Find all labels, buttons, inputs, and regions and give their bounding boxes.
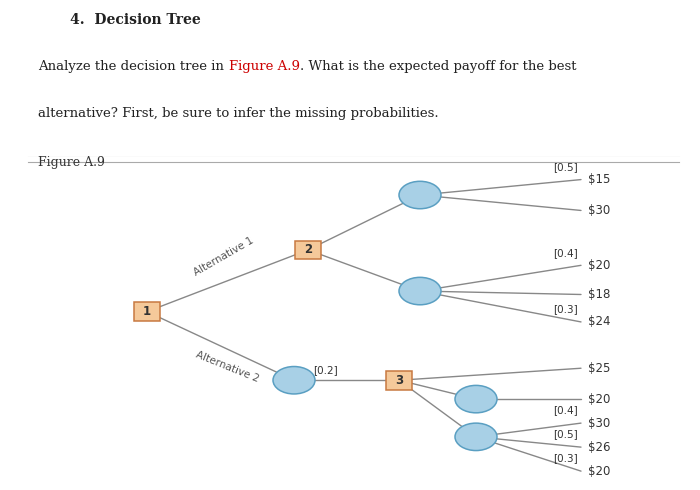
Text: [0.4]: [0.4] bbox=[553, 248, 578, 258]
Text: [0.3]: [0.3] bbox=[553, 304, 578, 315]
Text: $20: $20 bbox=[588, 465, 610, 478]
Text: $24: $24 bbox=[588, 316, 610, 328]
Ellipse shape bbox=[273, 367, 315, 394]
Text: Alternative 1: Alternative 1 bbox=[193, 235, 256, 277]
Text: Alternative 2: Alternative 2 bbox=[195, 349, 260, 384]
Text: $30: $30 bbox=[588, 416, 610, 430]
Text: 3: 3 bbox=[395, 374, 403, 387]
Text: 2: 2 bbox=[304, 244, 312, 256]
Text: . What is the expected payoff for the best: . What is the expected payoff for the be… bbox=[300, 60, 576, 73]
FancyBboxPatch shape bbox=[386, 371, 412, 390]
Text: 1: 1 bbox=[143, 305, 151, 318]
Text: $25: $25 bbox=[588, 362, 610, 375]
Text: [0.2]: [0.2] bbox=[313, 365, 338, 375]
Ellipse shape bbox=[455, 423, 497, 451]
FancyBboxPatch shape bbox=[134, 302, 160, 321]
Ellipse shape bbox=[399, 181, 441, 209]
FancyBboxPatch shape bbox=[295, 241, 321, 259]
Text: $18: $18 bbox=[588, 288, 610, 301]
Text: $15: $15 bbox=[588, 173, 610, 186]
Text: [0.3]: [0.3] bbox=[553, 454, 578, 464]
Text: $20: $20 bbox=[588, 259, 610, 272]
Text: $30: $30 bbox=[588, 204, 610, 217]
Text: alternative? First, be sure to infer the missing probabilities.: alternative? First, be sure to infer the… bbox=[38, 107, 439, 120]
Text: $26: $26 bbox=[588, 441, 610, 454]
Text: Figure A.9: Figure A.9 bbox=[229, 60, 300, 73]
Ellipse shape bbox=[455, 385, 497, 413]
Text: [0.4]: [0.4] bbox=[553, 406, 578, 416]
Text: 4.  Decision Tree: 4. Decision Tree bbox=[70, 13, 201, 26]
Text: $20: $20 bbox=[588, 392, 610, 406]
Text: Analyze the decision tree in: Analyze the decision tree in bbox=[38, 60, 229, 73]
Ellipse shape bbox=[399, 277, 441, 305]
Text: Figure A.9: Figure A.9 bbox=[38, 156, 106, 169]
Text: [0.5]: [0.5] bbox=[553, 162, 578, 172]
Text: [0.5]: [0.5] bbox=[553, 430, 578, 440]
